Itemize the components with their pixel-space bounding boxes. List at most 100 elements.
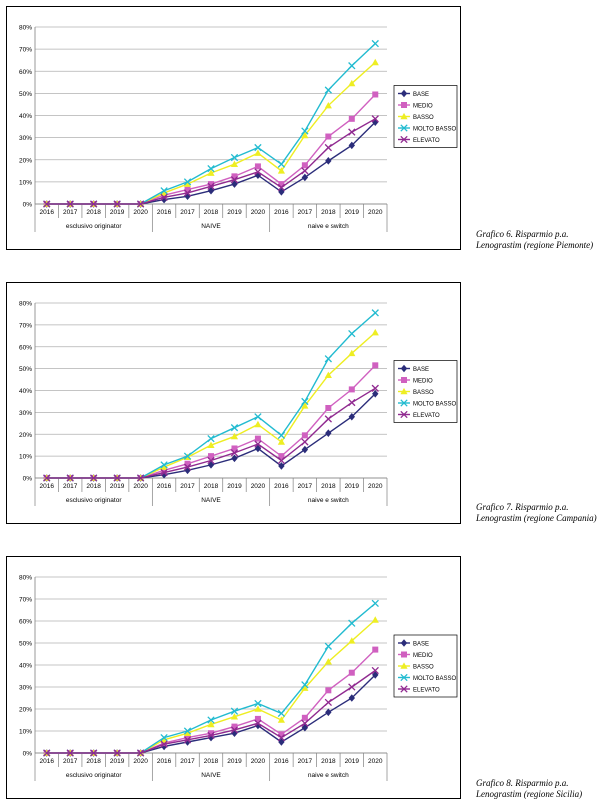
data-point bbox=[278, 731, 285, 738]
chart-panel-campania: 0% 10% 20% 30% 40% 50% 60% 70% 80% 2016 2017 2018 20… bbox=[6, 282, 461, 524]
x-tick-label: 2018 bbox=[86, 209, 101, 216]
data-point bbox=[301, 432, 308, 439]
caption-subtitle: Lenograstim (regione Piemonte) bbox=[476, 240, 594, 250]
data-point bbox=[301, 445, 309, 454]
y-tick-label: 50% bbox=[19, 641, 32, 648]
data-point bbox=[324, 642, 332, 650]
y-tick-label: 80% bbox=[19, 575, 32, 582]
data-point bbox=[136, 749, 145, 757]
x-tick-label: 2017 bbox=[63, 758, 78, 765]
data-point bbox=[348, 669, 355, 676]
caption-title: Grafico 7. Risparmio p.a. bbox=[476, 502, 569, 512]
data-point bbox=[207, 720, 215, 728]
data-point bbox=[43, 200, 51, 208]
x-tick-label: 2020 bbox=[251, 758, 266, 765]
data-point bbox=[254, 143, 262, 152]
series-base bbox=[43, 671, 379, 757]
data-point bbox=[183, 178, 192, 186]
legend-label: MEDIO bbox=[413, 653, 433, 659]
y-tick-label: 40% bbox=[19, 663, 32, 670]
data-point bbox=[325, 157, 332, 165]
legend-label: BASE bbox=[413, 641, 429, 647]
data-point bbox=[184, 734, 191, 741]
data-point bbox=[278, 462, 285, 470]
legend-label: BASSO bbox=[413, 664, 434, 670]
x-group-label: esclusivo originator bbox=[66, 772, 122, 779]
data-point bbox=[113, 474, 121, 482]
data-point bbox=[161, 740, 168, 747]
data-point bbox=[231, 445, 238, 452]
data-point bbox=[254, 719, 262, 727]
data-point bbox=[66, 749, 74, 757]
legend-marker bbox=[400, 662, 408, 669]
data-point bbox=[371, 115, 379, 123]
line-chart-campania: 0% 10% 20% 30% 40% 50% 60% 70% 80% 2016 2017 2018 20… bbox=[19, 301, 458, 506]
legend-marker bbox=[400, 673, 408, 682]
data-point bbox=[277, 183, 286, 192]
x-tick-label: 2020 bbox=[133, 209, 148, 216]
x-tick-label: 2017 bbox=[63, 209, 78, 216]
legend-marker bbox=[400, 135, 408, 144]
y-tick-label: 0% bbox=[23, 476, 33, 483]
line-chart-sicilia: 0% 10% 20% 30% 40% 50% 60% 70% 80% 2016 2017 2018 20… bbox=[19, 575, 458, 781]
y-tick-label: 50% bbox=[19, 366, 32, 373]
caption-subtitle: Lenograstim (regione Campania) bbox=[476, 513, 597, 523]
x-group-label: naive e switch bbox=[308, 497, 349, 504]
x-tick-label: 2018 bbox=[86, 758, 101, 765]
data-point bbox=[277, 167, 285, 174]
data-point bbox=[372, 389, 379, 398]
data-point bbox=[325, 708, 332, 717]
x-tick-label: 2019 bbox=[227, 758, 242, 765]
x-tick-label: 2018 bbox=[204, 758, 219, 765]
data-point bbox=[207, 434, 215, 443]
x-tick-label: 2016 bbox=[39, 483, 54, 490]
caption-campania: Grafico 7. Risparmio p.a. Lenograstim (r… bbox=[476, 502, 612, 524]
y-tick-label: 70% bbox=[19, 322, 32, 329]
y-tick-label: 50% bbox=[19, 91, 32, 98]
x-group-label: naive e switch bbox=[308, 223, 349, 230]
x-tick-label: 2016 bbox=[157, 758, 172, 765]
data-point bbox=[136, 474, 145, 482]
data-point bbox=[184, 186, 191, 193]
data-point bbox=[207, 731, 215, 740]
legend-label: BASE bbox=[413, 367, 429, 373]
y-tick-label: 30% bbox=[19, 135, 32, 142]
data-point bbox=[208, 730, 214, 737]
x-group-label: esclusivo originator bbox=[66, 497, 122, 504]
x-tick-label: 2016 bbox=[39, 758, 54, 765]
caption-subtitle: Lenograstim (regione Sicilia) bbox=[476, 789, 583, 799]
chart-panel-piemonte: 0% 10% 20% 30% 40% 50% 60% 70% 80% 2016 2017 2018 20… bbox=[6, 6, 461, 250]
data-point bbox=[254, 149, 262, 156]
x-group-label: naive e switch bbox=[308, 772, 349, 779]
x-tick-label: 2018 bbox=[321, 758, 336, 765]
x-tick-label: 2020 bbox=[251, 483, 266, 490]
x-group-label: NAIVE bbox=[201, 772, 221, 779]
line-chart-piemonte: 0% 10% 20% 30% 40% 50% 60% 70% 80% 2016 2017 2018 20… bbox=[19, 25, 458, 232]
caption-piemonte: Grafico 6. Risparmio p.a. Lenograstim (r… bbox=[476, 229, 612, 251]
data-point bbox=[278, 181, 285, 188]
legend-label: MEDIO bbox=[413, 103, 433, 109]
data-point bbox=[230, 153, 239, 162]
x-tick-label: 2016 bbox=[274, 209, 289, 216]
legend-marker bbox=[400, 124, 408, 132]
data-point bbox=[301, 131, 309, 139]
data-point bbox=[324, 86, 332, 94]
legend-label: MOLTO BASSO bbox=[413, 676, 456, 682]
data-point bbox=[160, 193, 168, 202]
legend-label: MOLTO BASSO bbox=[413, 126, 456, 132]
legend-label: BASE bbox=[413, 92, 429, 98]
data-point bbox=[278, 453, 285, 460]
data-point bbox=[325, 687, 332, 694]
data-point bbox=[230, 432, 239, 440]
data-point bbox=[207, 169, 215, 176]
x-tick-label: 2016 bbox=[39, 209, 54, 216]
legend-marker bbox=[400, 410, 408, 419]
data-point bbox=[371, 384, 379, 392]
legend-marker bbox=[400, 387, 408, 395]
data-point bbox=[183, 180, 192, 187]
x-tick-label: 2017 bbox=[180, 758, 195, 765]
data-point bbox=[43, 749, 51, 757]
x-tick-label: 2016 bbox=[274, 483, 289, 490]
y-tick-label: 10% bbox=[19, 179, 32, 186]
data-point bbox=[278, 188, 285, 196]
